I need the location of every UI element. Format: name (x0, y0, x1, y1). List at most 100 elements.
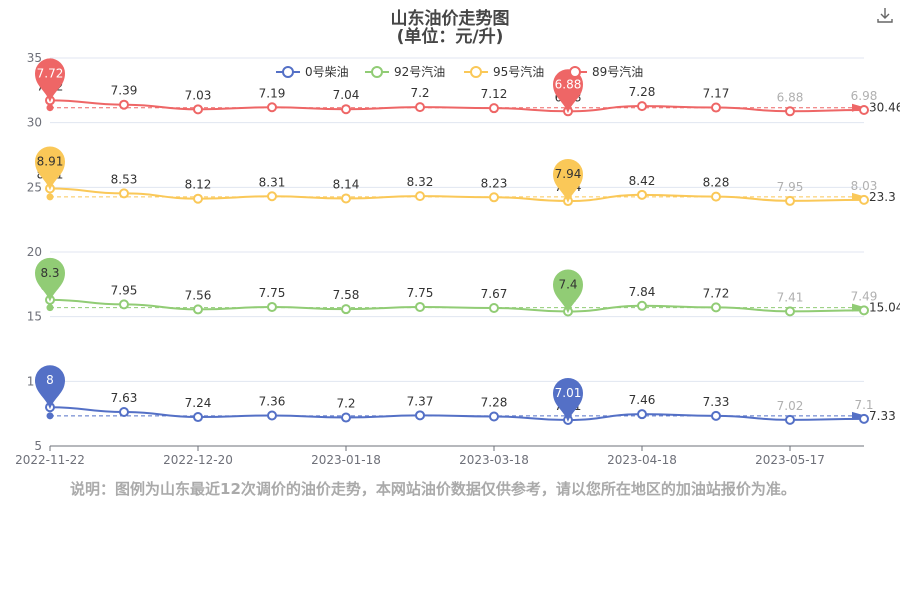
download-icon[interactable] (876, 6, 894, 24)
legend-item[interactable]: 89号汽油 (563, 64, 643, 79)
avg-line-label: 30.46 (869, 101, 900, 115)
legend-symbol (282, 66, 294, 78)
data-point (267, 191, 277, 202)
data-label: 8.14 (333, 177, 360, 191)
data-label: 7.37 (407, 394, 434, 408)
data-label: 7.03 (185, 88, 212, 102)
data-label: 7.17 (703, 87, 730, 101)
data-point (341, 104, 351, 115)
legend-symbol (569, 66, 581, 78)
marker-pin-shape (553, 269, 583, 314)
data-point (859, 194, 869, 205)
marker-pin: 6.88 (553, 69, 583, 114)
data-point (785, 195, 795, 206)
y-tick-label: 15 (27, 310, 42, 324)
data-point (785, 106, 795, 117)
data-point (267, 102, 277, 113)
data-point (193, 104, 203, 115)
data-label: 7.95 (111, 283, 138, 297)
data-label: 7.02 (777, 399, 804, 413)
data-label: 7.67 (481, 287, 508, 301)
data-point (785, 414, 795, 425)
y-tick-label: 5 (34, 439, 42, 453)
data-point (711, 191, 721, 202)
series-1: 7.3387.637.247.367.27.377.287.017.467.33… (45, 386, 896, 426)
avg-line-arrow (852, 411, 866, 420)
data-label: 7.46 (629, 393, 656, 407)
data-label: 8.23 (481, 176, 508, 190)
x-tick-label: 2023-01-18 (311, 453, 381, 467)
chart-title: 山东油价走势图 (390, 9, 510, 29)
data-label: 7.41 (777, 290, 804, 304)
data-label: 7.63 (111, 391, 138, 405)
data-label: 7.28 (629, 85, 656, 99)
data-label: 7.12 (481, 87, 508, 101)
marker-pin-label: 8.91 (37, 154, 64, 168)
data-point (415, 410, 425, 421)
series-3: 23.38.918.538.128.318.148.328.237.948.42… (37, 167, 896, 207)
marker-pin-label: 7.72 (37, 66, 64, 80)
legend-item[interactable]: 92号汽油 (365, 64, 445, 79)
data-point (637, 101, 647, 112)
data-label: 8.42 (629, 174, 656, 188)
marker-pin: 7.72 (35, 58, 65, 103)
marker-pin-shape (553, 159, 583, 204)
data-point (415, 191, 425, 202)
data-point (267, 410, 277, 421)
data-label: 8.53 (111, 172, 138, 186)
legend-item[interactable]: 95号汽油 (464, 64, 544, 79)
data-point (415, 102, 425, 113)
data-label: 8.32 (407, 175, 434, 189)
marker-pin-label: 7.4 (558, 277, 577, 291)
avg-line-start (46, 193, 54, 201)
legend-symbol (371, 66, 383, 78)
x-tick-label: 2023-05-17 (755, 453, 825, 467)
x-tick-label: 2023-04-18 (607, 453, 677, 467)
data-label: 7.58 (333, 288, 360, 302)
legend-item[interactable]: 0号柴油 (276, 65, 349, 79)
data-label: 7.56 (185, 288, 212, 302)
data-label: 7.75 (259, 286, 286, 300)
avg-line-start (46, 104, 54, 112)
data-label: 7.39 (111, 84, 138, 98)
data-point (119, 188, 129, 199)
avg-line-start (46, 412, 54, 420)
series-line (49, 99, 865, 113)
data-point (119, 99, 129, 110)
data-point (489, 103, 499, 114)
data-label: 8.28 (703, 176, 730, 190)
data-label: 8.12 (185, 178, 212, 192)
marker-pin: 7.94 (553, 159, 583, 204)
marker-pin-shape (553, 378, 583, 423)
series-2: 15.048.37.957.567.757.587.757.677.47.847… (40, 279, 900, 317)
data-point (193, 193, 203, 204)
data-point (637, 409, 647, 420)
data-point (859, 305, 869, 316)
data-point (119, 299, 129, 310)
x-tick-label: 2022-11-22 (15, 453, 85, 467)
data-point (637, 189, 647, 200)
data-label: 7.1 (854, 398, 873, 412)
data-label: 6.88 (777, 90, 804, 104)
legend-label: 89号汽油 (592, 64, 643, 79)
series-line (49, 187, 865, 203)
data-point (489, 411, 499, 422)
marker-pin-label: 8.3 (40, 266, 59, 280)
marker-pin: 7.01 (553, 378, 583, 423)
data-point (119, 406, 129, 417)
series-line (49, 406, 865, 422)
marker-pin: 8 (35, 365, 65, 410)
data-point (637, 300, 647, 311)
data-point (341, 412, 351, 423)
y-tick-label: 35 (27, 51, 42, 65)
avg-line-start (46, 304, 54, 312)
avg-line-label: 23.3 (869, 190, 896, 204)
chart-note: 说明：图例为山东最近12次调价的油价走势，本网站油价数据仅供参考，请以您所在地区… (70, 480, 796, 498)
marker-pin: 7.4 (553, 269, 583, 314)
y-tick-label: 20 (27, 245, 42, 259)
legend-label: 95号汽油 (493, 64, 544, 79)
data-point (193, 304, 203, 315)
marker-pin-shape (553, 69, 583, 114)
